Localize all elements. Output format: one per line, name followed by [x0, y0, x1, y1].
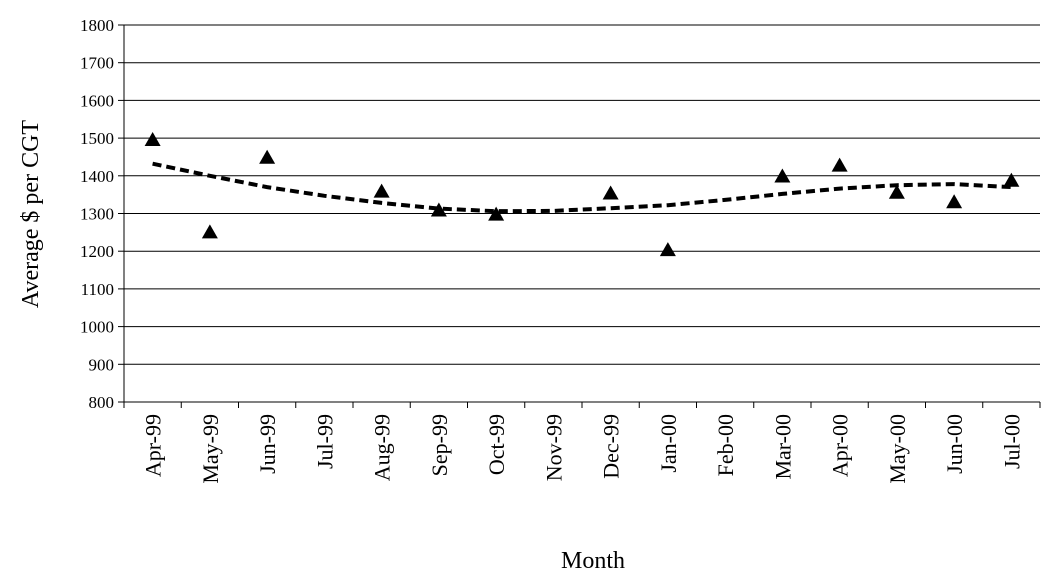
y-axis-label: Average $ per CGT [18, 120, 44, 308]
x-tick-label: Dec-99 [599, 414, 624, 479]
x-tick-label: May-99 [198, 414, 223, 484]
x-tick-label: Jun-99 [255, 414, 280, 474]
y-tick-label: 1700 [80, 54, 114, 73]
y-tick-label: 1300 [80, 205, 114, 224]
x-tick-label: Apr-00 [828, 414, 853, 477]
trend-line [152, 161, 1012, 214]
data-point-triangle [430, 202, 447, 217]
x-tick-label: Oct-99 [484, 414, 509, 475]
y-tick-label: 900 [89, 355, 115, 374]
x-tick-label: Jan-00 [656, 414, 681, 473]
x-tick-labels: Apr-99 May-99 Jun-99 Jul-99 Aug-99 Sep-99 Oct-… [141, 414, 1025, 484]
data-point-triangle [888, 184, 905, 199]
data-point-triangle [488, 206, 505, 221]
axes [118, 24, 1041, 408]
x-tick-label: Jul-99 [312, 414, 337, 469]
x-axis-label: Month [561, 548, 625, 574]
data-point-triangle [1003, 172, 1020, 187]
data-point-triangle [774, 168, 791, 183]
data-point-triangle [659, 242, 676, 257]
x-tick-label: Feb-00 [713, 414, 738, 476]
y-tick-label: 1800 [80, 16, 114, 35]
y-tick-label: 1200 [80, 242, 114, 261]
y-tick-label: 800 [89, 393, 115, 412]
data-point-triangle [259, 149, 276, 164]
x-tick-label: Jun-00 [942, 414, 967, 474]
x-tick-label: Jul-00 [999, 414, 1024, 469]
y-tick-labels: 800 900 1000 1100 1200 1300 1400 1500 1600 1700 18… [80, 16, 114, 412]
data-point-triangle [946, 194, 963, 209]
y-tick-label: 1500 [80, 129, 114, 148]
gridlines [124, 24, 1040, 365]
x-tick-label: Mar-00 [770, 414, 795, 480]
data-point-triangle [201, 224, 218, 239]
y-tick-label: 1600 [80, 91, 114, 110]
x-tick-label: Aug-99 [370, 414, 395, 481]
data-point-triangle [831, 157, 848, 172]
y-tick-label: 1400 [80, 167, 114, 186]
x-tick-label: May-00 [885, 414, 910, 484]
x-tick-label: Nov-99 [541, 414, 566, 481]
series [144, 131, 1020, 257]
data-point-triangle [144, 131, 161, 146]
x-tick-label: Sep-99 [427, 414, 452, 476]
x-tick-label: Apr-99 [141, 414, 166, 477]
y-tick-label: 1100 [81, 280, 114, 299]
y-tick-label: 1000 [80, 318, 114, 337]
data-point-triangle [373, 183, 390, 198]
data-point-triangle [602, 185, 619, 200]
